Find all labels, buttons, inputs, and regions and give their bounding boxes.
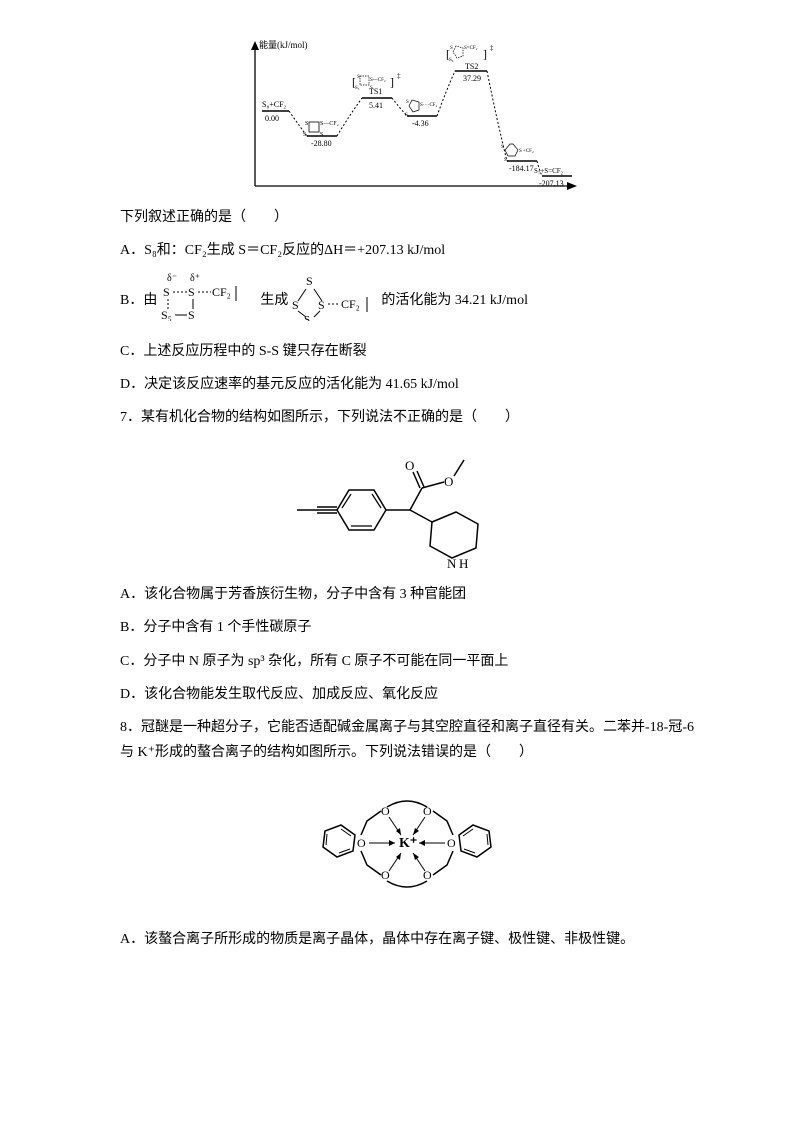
svg-text:N: N	[447, 556, 457, 568]
svg-text:S₅: S₅	[504, 158, 509, 163]
svg-text:S₇+S=CF₂: S₇+S=CF₂	[534, 167, 564, 175]
q7-option-c: C．分子中 N 原子为 sp³ 杂化，所有 C 原子不可能在同一平面上	[120, 649, 694, 674]
q8-option-a: A．该螯合离子所形成的物质是离子晶体，晶体中存在离子键、极性键、非极性键。	[120, 927, 694, 952]
svg-text:CF₂: CF₂	[341, 297, 360, 311]
svg-text:S····CF₂: S····CF₂	[420, 103, 438, 108]
svg-text:O: O	[381, 868, 390, 882]
svg-text:TS2: TS2	[465, 62, 478, 71]
option-d: D．决定该反应速率的基元反应的活化能为 41.65 kJ/mol	[120, 372, 694, 397]
molecule-diagram-container: O O N H	[120, 438, 694, 568]
option-b-prefix: B．由	[120, 288, 157, 313]
q7-option-d: D．该化合物能发生取代反应、加成反应、氧化反应	[120, 682, 694, 707]
svg-text:O: O	[444, 474, 453, 489]
svg-text:S₆: S₆	[304, 314, 314, 321]
question-prompt: 下列叙述正确的是（ ）	[120, 205, 694, 230]
svg-text:S: S	[292, 298, 299, 312]
svg-text:]: ]	[483, 47, 487, 61]
svg-text:S: S	[318, 298, 325, 312]
svg-text:S: S	[305, 121, 308, 127]
svg-text:S: S	[406, 100, 409, 105]
svg-text:S: S	[320, 132, 323, 138]
svg-text:S₅: S₅	[161, 308, 172, 321]
svg-text:S=CF₂: S=CF₂	[464, 46, 478, 51]
svg-text:O: O	[357, 836, 366, 850]
option-a: A．S₈和：CF₂生成 S＝CF₂反应的ΔH＝+207.13 kJ/mol	[120, 238, 694, 263]
svg-text:δ⁻: δ⁻	[167, 273, 177, 284]
svg-text:5.41: 5.41	[369, 101, 383, 110]
svg-text:S: S	[188, 285, 195, 299]
svg-text:S—CF₂: S—CF₂	[320, 121, 339, 127]
svg-text:-207.13: -207.13	[539, 179, 564, 188]
svg-text:37.29: 37.29	[463, 74, 481, 83]
svg-text:-4.36: -4.36	[412, 119, 429, 128]
svg-text:S: S	[501, 145, 504, 150]
svg-text:S₅: S₅	[303, 132, 308, 138]
svg-text:CF₂: CF₂	[212, 285, 231, 299]
svg-text:S₈+CF₂: S₈+CF₂	[262, 100, 287, 109]
svg-text:S: S	[450, 46, 453, 51]
crown-ether-diagram: K⁺ O O O O O O	[297, 773, 517, 913]
energy-diagram-container: 能量(kJ/mol) S₈+CF₂ 0.00 S S—CF₂	[120, 36, 694, 191]
formula-1: δ⁻ δ⁺ S S CF₂ S₅ S	[161, 271, 256, 330]
svg-text:S₆: S₆	[449, 58, 454, 63]
question-7: 7．某有机化合物的结构如图所示，下列说法不正确的是（ ）	[120, 405, 694, 430]
option-b: B．由 δ⁻ δ⁺ S S CF₂ S₅ S 生成 S S CF₂ S	[120, 271, 694, 330]
q7-option-b: B．分子中含有 1 个手性碳原子	[120, 615, 694, 640]
option-b-suffix: 的活化能为 34.21 kJ/mol	[381, 288, 528, 313]
svg-text:S +CF₂: S +CF₂	[519, 149, 534, 154]
svg-text:]: ]	[390, 75, 394, 89]
svg-text:O: O	[447, 836, 456, 850]
energy-diagram: 能量(kJ/mol) S₈+CF₂ 0.00 S S—CF₂	[237, 36, 577, 191]
svg-text:S: S	[306, 274, 313, 288]
svg-text:0.00: 0.00	[265, 114, 279, 123]
option-b-mid: 生成	[260, 288, 288, 313]
crown-diagram-container: K⁺ O O O O O O	[120, 773, 694, 913]
molecule-diagram: O O N H	[292, 438, 522, 568]
svg-text:S---CF₂: S---CF₂	[370, 78, 386, 83]
svg-text:S: S	[163, 285, 170, 299]
question-8: 8．冠醚是一种超分子，它能否适配碱金属离子与其空腔直径和离子直径有关。二苯并-1…	[120, 715, 694, 765]
svg-text:‡: ‡	[397, 72, 401, 80]
svg-text:S: S	[357, 75, 360, 80]
svg-text:S₆: S₆	[405, 113, 410, 118]
svg-text:-28.80: -28.80	[311, 139, 332, 148]
formula-2: S S CF₂ S S₆	[292, 271, 377, 330]
svg-text:H: H	[459, 556, 468, 568]
svg-text:TS1: TS1	[369, 87, 382, 96]
svg-text:O: O	[405, 458, 414, 473]
svg-text:-184.17: -184.17	[509, 164, 534, 173]
option-c: C．上述反应历程中的 S-S 键只存在断裂	[120, 339, 694, 364]
svg-text:S: S	[188, 308, 195, 321]
svg-text:K⁺: K⁺	[399, 836, 417, 851]
svg-text:δ⁺: δ⁺	[190, 273, 200, 284]
ylabel: 能量(kJ/mol)	[259, 39, 308, 50]
q7-option-a: A．该化合物属于芳香族衍生物，分子中含有 3 种官能团	[120, 582, 694, 607]
svg-text:S₅: S₅	[355, 86, 360, 91]
svg-text:‡: ‡	[490, 44, 494, 52]
